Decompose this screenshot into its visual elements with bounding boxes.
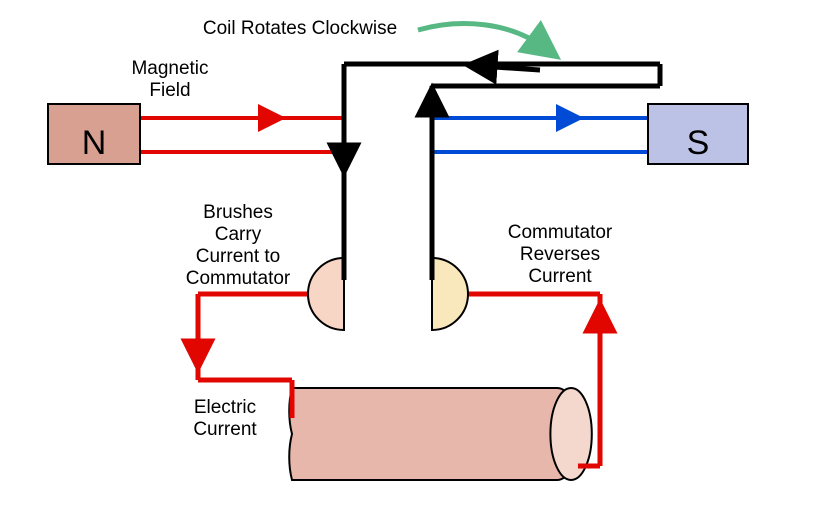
svg-text:Reverses: Reverses: [520, 244, 600, 265]
svg-text:Carry: Carry: [215, 224, 262, 245]
svg-text:Commutator: Commutator: [508, 222, 613, 243]
svg-text:Current to: Current to: [196, 246, 280, 267]
coil-armature: [344, 64, 660, 280]
rotation-arrow: [418, 24, 545, 48]
svg-text:Field: Field: [149, 80, 190, 101]
svg-text:Magnetic: Magnetic: [131, 58, 208, 79]
svg-text:Electric: Electric: [194, 397, 256, 418]
field-lines: [140, 118, 648, 152]
svg-text:Coil Rotates Clockwise: Coil Rotates Clockwise: [203, 18, 397, 39]
commutator-halves: [308, 258, 468, 330]
svg-text:S: S: [687, 124, 710, 162]
svg-text:Brushes: Brushes: [203, 202, 273, 223]
svg-text:N: N: [82, 124, 107, 162]
svg-text:Commutator: Commutator: [186, 268, 291, 289]
magnets: NS: [48, 104, 748, 164]
svg-text:Current: Current: [528, 266, 592, 287]
svg-text:Current: Current: [193, 419, 257, 440]
battery-cylinder: [289, 388, 592, 480]
labels: Coil Rotates Clockwise MagneticField Brush…: [131, 18, 612, 440]
